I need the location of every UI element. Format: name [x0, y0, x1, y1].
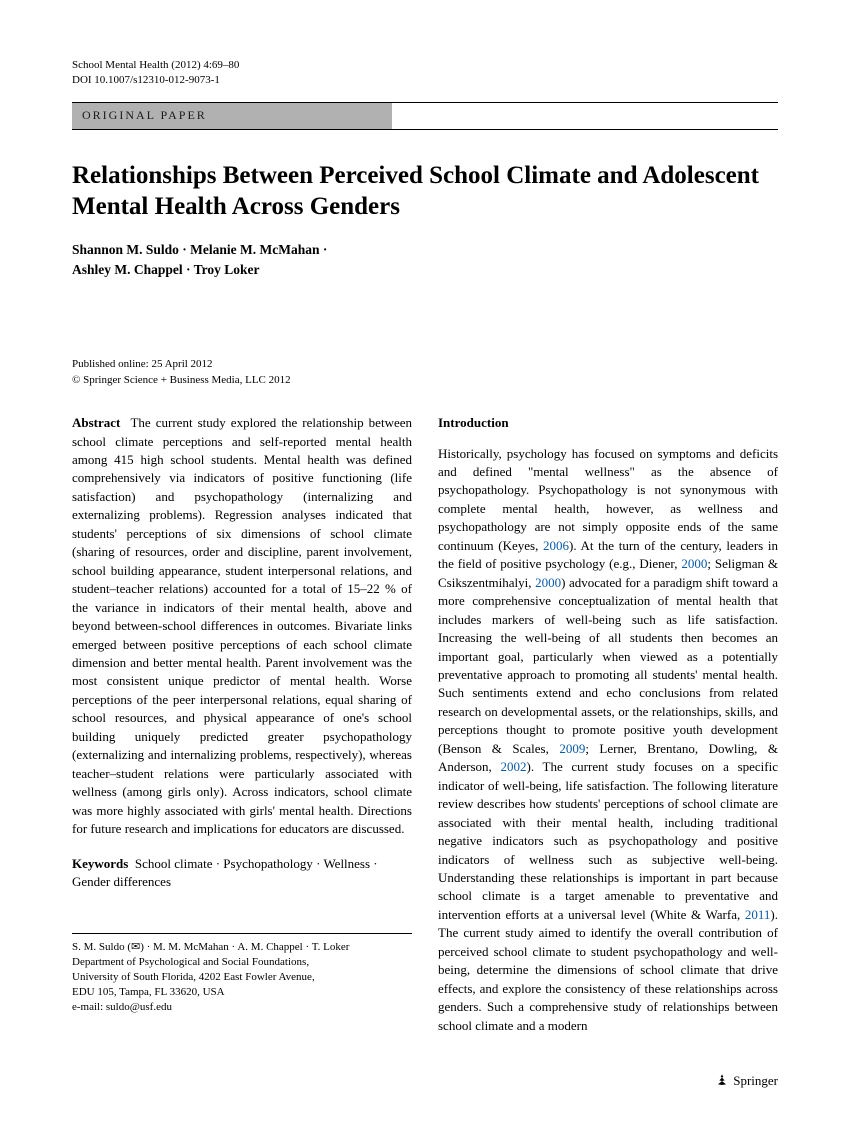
citation-keyes-2006[interactable]: 2006 [543, 538, 569, 553]
publication-info: Published online: 25 April 2012 © Spring… [72, 357, 778, 388]
footnote-authors: S. M. Suldo (✉) · M. M. McMahan · A. M. … [72, 940, 412, 955]
body-columns: Abstract The current study explored the … [72, 414, 778, 1035]
footnote-dept: Department of Psychological and Social F… [72, 955, 412, 970]
article-category: ORIGINAL PAPER [72, 103, 392, 129]
authors-line-1: Shannon M. Suldo · Melanie M. McMahan · [72, 240, 778, 260]
journal-ref: School Mental Health (2012) 4:69–80 [72, 58, 778, 73]
citation-white-2011[interactable]: 2011 [745, 907, 771, 922]
intro-heading: Introduction [438, 414, 778, 432]
authors-line-2: Ashley M. Chappel · Troy Loker [72, 260, 778, 280]
publisher-name: Springer [733, 1073, 778, 1089]
footnote-rule [72, 933, 412, 934]
keywords-label: Keywords [72, 856, 128, 871]
article-title: Relationships Between Perceived School C… [72, 160, 778, 223]
citation-seligman-2000[interactable]: 2000 [535, 575, 561, 590]
running-header: School Mental Health (2012) 4:69–80 DOI … [72, 58, 778, 88]
footnote-univ: University of South Florida, 4202 East F… [72, 970, 412, 985]
citation-diener-2000[interactable]: 2000 [681, 556, 707, 571]
corresponding-author: S. M. Suldo (✉) · M. M. McMahan · A. M. … [72, 940, 412, 1014]
footnote-addr: EDU 105, Tampa, FL 33620, USA [72, 985, 412, 1000]
bar-rule [72, 129, 778, 130]
doi: DOI 10.1007/s12310-012-9073-1 [72, 73, 778, 88]
author-list: Shannon M. Suldo · Melanie M. McMahan · … [72, 240, 778, 279]
springer-logo-icon [714, 1073, 730, 1089]
left-column: Abstract The current study explored the … [72, 414, 412, 1035]
abstract: Abstract The current study explored the … [72, 414, 412, 838]
published-online: Published online: 25 April 2012 [72, 357, 778, 372]
citation-benson-2009[interactable]: 2009 [559, 741, 585, 756]
publisher-footer: Springer [714, 1073, 778, 1089]
intro-paragraph: Historically, psychology has focused on … [438, 445, 778, 1036]
abstract-text: The current study explored the relations… [72, 415, 412, 836]
citation-lerner-2002[interactable]: 2002 [500, 759, 526, 774]
footnote-email: e-mail: suldo@usf.edu [72, 1000, 412, 1015]
abstract-label: Abstract [72, 415, 120, 430]
copyright: © Springer Science + Business Media, LLC… [72, 373, 778, 388]
keywords: Keywords School climate · Psychopatholog… [72, 855, 412, 892]
right-column: Introduction Historically, psychology ha… [438, 414, 778, 1035]
